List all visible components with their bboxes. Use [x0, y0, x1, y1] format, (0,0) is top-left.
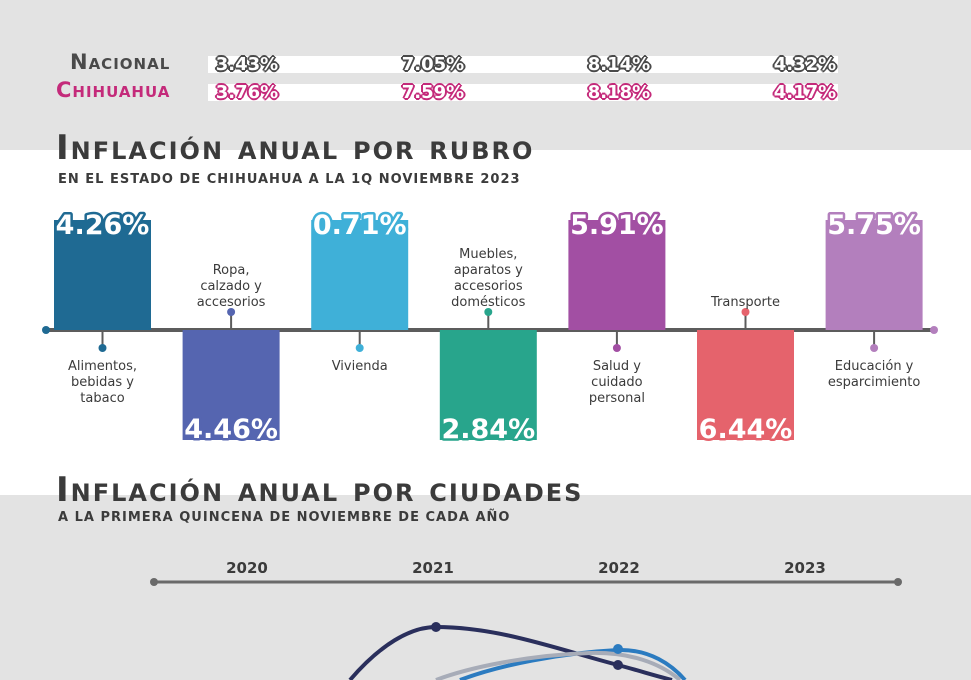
nacional-value-2023: 4.32%: [773, 54, 837, 75]
rubro-pin-dot-4: [484, 308, 493, 316]
rubro-bar-1: [54, 220, 151, 330]
rubro-category-label-5-line-1: Salud y: [593, 359, 641, 374]
chihuahua-value-2021: 7.59%: [401, 82, 465, 103]
rubro-category-label-4-line-2: aparatos y: [454, 263, 523, 278]
rubro-bar-3: [311, 220, 409, 330]
rubro-value-label-7: 5.75%: [827, 210, 921, 241]
rubro-bar-2: [182, 330, 280, 440]
cities-timeline-start-dot: [150, 578, 158, 586]
rubro-bar-4: [439, 330, 537, 440]
rubro-axis-end-dot: [930, 326, 938, 334]
rubro-pin-dot-7: [870, 344, 879, 352]
rubro-bar-5: [568, 220, 666, 330]
city-point-2022-series-1: [613, 660, 623, 670]
rubro-category-label-7-line-1: Educación y: [835, 359, 914, 374]
rubro-category-label-1-line-1: Alimentos,: [68, 359, 137, 374]
chihuahua-value-2020: 3.76%: [215, 82, 279, 103]
rubro-pin-dot-2: [227, 308, 236, 316]
rubro-axis-start-dot: [42, 326, 50, 334]
rubro-category-label-6-line-1: Transporte: [710, 295, 780, 310]
rubro-category-label-2-line-1: Ropa,: [213, 263, 250, 278]
rubro-category-label-4-line-1: Muebles,: [459, 247, 517, 262]
nacional-value-2021: 7.05%: [401, 54, 465, 75]
rubro-category-label-4-line-4: domésticos: [451, 295, 525, 310]
rubro-pin-dot-3: [355, 344, 364, 352]
rubro-category-label-2-line-2: calzado y: [200, 279, 262, 294]
city-series-line-1: [348, 624, 673, 680]
cities-chart: 2020 2021 2022 2023: [150, 559, 902, 680]
chihuahua-strip: [208, 84, 838, 101]
cities-year-label-2020: 2020: [226, 559, 268, 577]
rubro-value-label-2: 4.46%: [184, 414, 278, 445]
rubro-value-label-6: 6.44%: [699, 414, 793, 445]
rubro-category-label-1-line-2: bebidas y: [71, 375, 134, 390]
rubro-category-label-4-line-3: accesorios: [454, 279, 523, 294]
cities-year-label-2021: 2021: [412, 559, 454, 577]
cities-subtitle: A LA PRIMERA QUINCENA DE NOVIEMBRE DE CA…: [58, 510, 511, 525]
rubro-category-label-1-line-3: tabaco: [80, 391, 124, 406]
city-series-line-2: [459, 647, 687, 680]
cities-year-label-2023: 2023: [784, 559, 826, 577]
summary-band: [0, 0, 971, 150]
rubro-subtitle: EN EL ESTADO DE CHIHUAHUA A LA 1Q NOVIEM…: [58, 172, 521, 187]
nacional-value-2020: 3.43%: [215, 54, 279, 75]
cities-band: [0, 495, 971, 680]
rubro-value-label-5: 5.91%: [570, 210, 664, 241]
rubro-pin-dot-5: [612, 344, 621, 352]
cities-year-label-2022: 2022: [598, 559, 640, 577]
chihuahua-value-2022: 8.18%: [587, 82, 651, 103]
city-point-2021-series-1: [431, 622, 441, 632]
nacional-value-2022: 8.14%: [587, 54, 651, 75]
rubro-category-label-5-line-2: cuidado: [591, 375, 642, 390]
rubro-category-label-5-line-3: personal: [589, 391, 645, 406]
rubro-bar-7: [825, 220, 923, 330]
city-point-2022-series-2: [613, 644, 623, 654]
city-series-line-3: [435, 650, 682, 680]
rubro-category-label-3-line-1: Vivienda: [332, 359, 388, 374]
rubro-pin-dot-1: [98, 344, 107, 352]
rubro-value-label-1: 4.26%: [56, 210, 150, 241]
nacional-label: Nacional: [70, 50, 171, 74]
rubro-value-label-3: 0.71%: [313, 210, 407, 241]
chihuahua-value-2023: 4.17%: [773, 82, 837, 103]
rubro-category-label-2-line-3: accesorios: [197, 295, 266, 310]
chihuahua-label: Chihuahua: [56, 78, 171, 102]
rubro-pin-dot-6: [741, 308, 750, 316]
cities-title: Inflación anual por ciudades: [56, 470, 584, 510]
rubro-title: Inflación anual por rubro: [56, 128, 535, 168]
nacional-strip: [208, 56, 838, 73]
rubro-category-label-7-line-2: esparcimiento: [828, 375, 920, 390]
rubro-value-label-4: 2.84%: [441, 414, 535, 445]
cities-timeline-end-dot: [894, 578, 902, 586]
rubro-bar-6: [697, 330, 794, 440]
